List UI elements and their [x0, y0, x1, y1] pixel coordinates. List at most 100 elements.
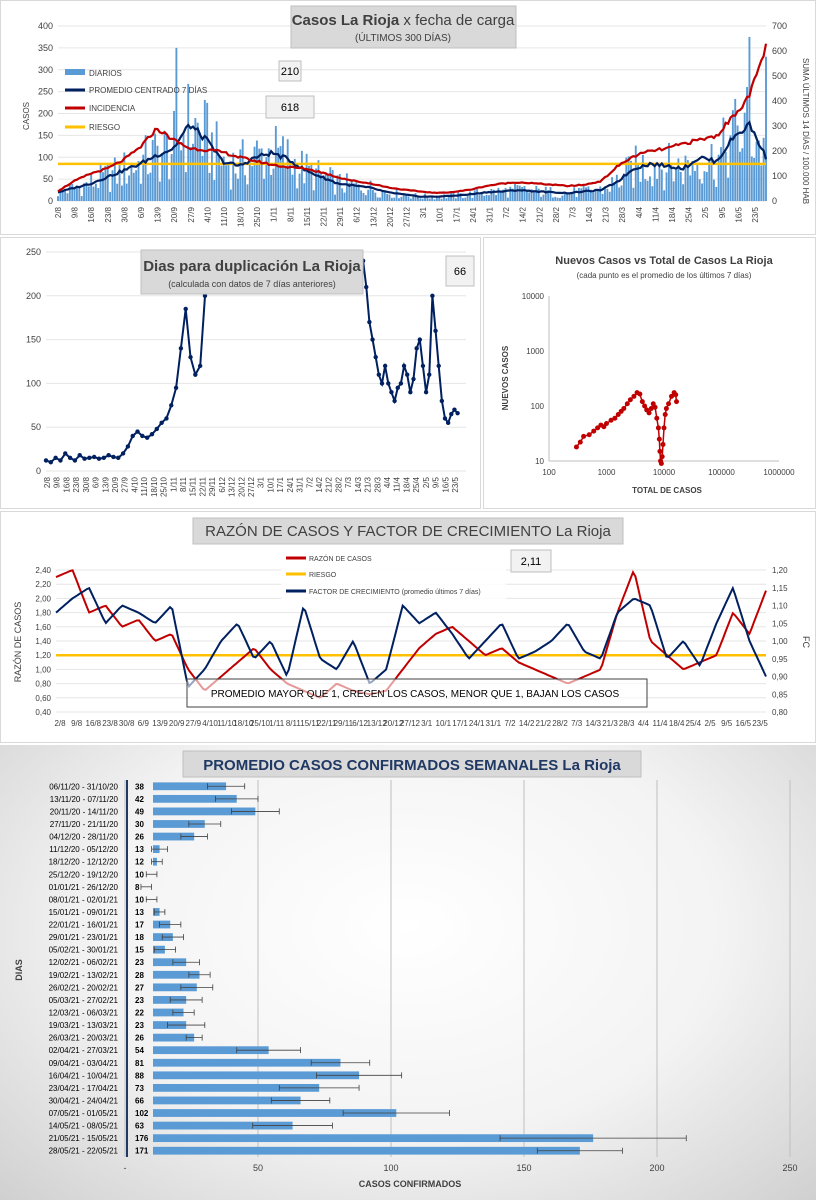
daily-bar	[215, 121, 218, 201]
daily-bar	[376, 197, 379, 201]
daily-bar	[149, 172, 152, 201]
legend-diarios: DIARIOS	[89, 69, 122, 78]
daily-bar	[130, 164, 133, 201]
duplicacion-point	[48, 460, 54, 465]
duplicacion-point	[392, 398, 397, 404]
duplicacion-point	[436, 363, 441, 369]
x-tick-label: 20/12	[383, 719, 404, 728]
daily-bar	[350, 180, 353, 201]
razon-title: RAZÓN DE CASOS Y FACTOR DE CRECIMIENTO L…	[205, 523, 611, 540]
daily-bar	[615, 174, 618, 201]
daily-bar	[400, 196, 403, 201]
x-tick-label: 21/3	[602, 206, 611, 222]
x-tick-label: 31/1	[296, 476, 305, 492]
daily-bar	[218, 154, 220, 201]
duplicacion-point	[154, 426, 160, 432]
daily-bar	[656, 178, 659, 201]
daily-bar	[109, 191, 112, 201]
daily-bar	[407, 196, 410, 201]
daily-bar	[682, 184, 685, 201]
daily-bar	[696, 162, 699, 201]
daily-bar	[604, 186, 606, 201]
razon-chart: 0,40 0,60 0,80 1,00 1,20 1,40 1,60 1,80 2,00 2,20…	[13, 517, 811, 728]
daily-bar	[566, 192, 569, 201]
week-bar	[153, 1046, 269, 1055]
x-tick-label: 27/12	[247, 476, 256, 497]
category-label: 28/05/21 - 22/05/21	[49, 1147, 119, 1156]
daily-bar	[163, 130, 166, 201]
daily-bar	[383, 191, 386, 201]
daily-bar	[360, 190, 363, 201]
value-label: 13	[135, 845, 144, 854]
duplicacion-point	[420, 363, 426, 369]
daily-bar	[194, 118, 197, 201]
daily-bar	[684, 155, 687, 201]
y-tick-label: 100	[26, 378, 41, 388]
daily-bar	[658, 166, 661, 201]
y2-tick-label: 300	[772, 121, 787, 131]
casos-subtitle: (ÚLTIMOS 300 DÍAS)	[355, 31, 451, 44]
y-tick-label: 1,20	[35, 651, 51, 660]
daily-bar	[570, 193, 573, 201]
x-tick-label: 28/2	[552, 719, 568, 728]
value-label: 15	[135, 946, 144, 955]
daily-bar	[540, 196, 542, 201]
daily-bar	[708, 160, 711, 201]
x-tick-label: 18/10	[237, 206, 246, 227]
daily-bar	[196, 122, 199, 201]
daily-bar	[336, 175, 339, 201]
duplicacion-point	[144, 435, 150, 440]
daily-bar	[331, 170, 334, 201]
x-tick-label: 28/2	[334, 476, 343, 492]
daily-bar	[729, 135, 732, 201]
x-tick-label: 18/4	[669, 719, 685, 728]
daily-bar	[435, 196, 438, 201]
legend-diarios-swatch	[65, 69, 85, 75]
x-tick-label: 28/3	[373, 476, 382, 492]
x-tick-label: 4/4	[638, 719, 650, 728]
daily-bar	[177, 142, 180, 201]
duplicacion-point	[135, 429, 140, 434]
daily-bar	[734, 98, 737, 201]
y-tick-label: 1000	[526, 347, 544, 356]
daily-bar	[599, 186, 602, 201]
daily-bar	[488, 195, 490, 201]
daily-bar	[691, 160, 694, 201]
duplicacion-point	[411, 376, 416, 382]
daily-bar	[710, 144, 713, 201]
daily-bar	[154, 133, 157, 201]
scatter-point	[581, 433, 587, 439]
scatter-point	[586, 432, 592, 438]
daily-bar	[170, 153, 173, 201]
week-bar	[153, 1058, 341, 1067]
y-tick-label: 50	[31, 422, 41, 432]
y-tick-label: 2,20	[35, 580, 51, 589]
y-tick-label: 400	[38, 21, 53, 31]
x-tick-label: 16/5	[441, 476, 450, 492]
duplicacion-point	[452, 407, 457, 412]
duplicacion-point	[183, 306, 188, 312]
y-tick-label: 0	[48, 196, 53, 206]
y-tick-label: 50	[43, 174, 53, 184]
daily-bar	[535, 185, 538, 201]
daily-bar	[632, 187, 635, 201]
x-tick-label: 27/12	[403, 206, 412, 227]
category-label: 20/11/20 - 14/11/20	[50, 807, 119, 816]
scatter-point	[660, 441, 666, 447]
daily-bar	[746, 87, 749, 201]
duplicacion-point	[193, 372, 198, 377]
daily-bar	[305, 153, 308, 201]
daily-bar	[753, 157, 756, 201]
daily-bar	[568, 193, 571, 201]
x-tick-label: 100000	[708, 468, 735, 477]
daily-bar	[502, 189, 505, 201]
duplicacion-point	[382, 363, 388, 369]
daily-bar	[675, 169, 677, 201]
daily-bar	[634, 145, 637, 201]
x-tick-label: 22/11	[320, 206, 329, 226]
daily-bar	[120, 185, 123, 201]
x-tick-label: 14/2	[315, 476, 324, 492]
daily-bar	[715, 186, 718, 201]
category-label: 26/02/21 - 20/02/21	[49, 983, 119, 992]
x-tick-label: 24/1	[469, 206, 478, 222]
